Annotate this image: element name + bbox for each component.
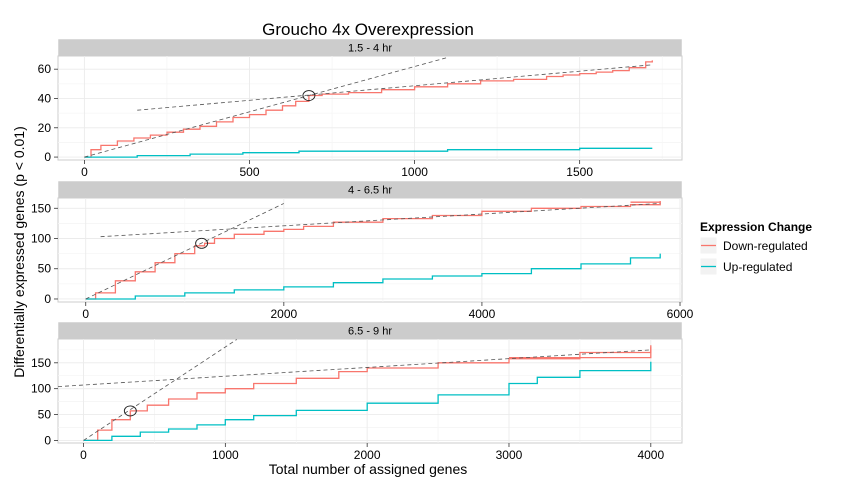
plot-background — [57, 197, 683, 303]
x-tick-label: 1500 — [566, 165, 593, 179]
series-line-up-regulated — [84, 147, 653, 158]
y-tick-label: 0 — [44, 433, 51, 447]
plot-area — [58, 339, 652, 442]
x-tick-label: 500 — [239, 165, 259, 179]
y-tick-label: 100 — [31, 382, 51, 396]
gridlines — [58, 339, 682, 443]
x-tick-label: 0 — [81, 165, 88, 179]
series-line-extra-2 — [509, 345, 652, 359]
y-axis-label: Differentially expressed genes (p < 0.01… — [11, 126, 27, 378]
series-line-up-regulated — [83, 361, 652, 442]
y-tick-label: 50 — [38, 262, 52, 276]
y-tick-label: 150 — [31, 356, 51, 370]
fit-line — [85, 203, 285, 300]
fit-line — [83, 339, 237, 441]
x-tick-label: 1000 — [401, 165, 428, 179]
facet-panel-3: 6.5 - 9 hr 0 1000 2000 3000 4000 0 50 100 150 — [31, 321, 683, 462]
fit-line — [100, 203, 661, 238]
legend-label-down: Down-regulated — [723, 239, 808, 253]
plot-background — [57, 338, 683, 444]
gridlines — [58, 56, 682, 160]
fit-line — [58, 349, 651, 388]
x-tick-label: 3000 — [496, 448, 523, 462]
x-tick-label: 4000 — [637, 448, 664, 462]
x-tick-label: 6000 — [667, 307, 694, 321]
x-tick-label: 4000 — [469, 307, 496, 321]
facet-strip-label: 6.5 - 9 hr — [348, 326, 392, 338]
x-tick-label: 2000 — [270, 307, 297, 321]
legend: Expression Change Down-regulated Up-regu… — [699, 220, 812, 276]
legend-label-up: Up-regulated — [723, 260, 792, 274]
y-tick-label: 0 — [44, 150, 51, 164]
chart-title: Groucho 4x Overexpression — [262, 20, 474, 39]
series-line-down-regulated — [85, 202, 661, 300]
x-tick-label: 1000 — [212, 448, 239, 462]
x-tick-label: 2000 — [354, 448, 381, 462]
y-tick-label: 40 — [38, 91, 52, 105]
plot-background — [57, 55, 683, 161]
breakpoint-marker — [302, 90, 316, 101]
breakpoint-marker — [123, 405, 137, 417]
x-axis-label: Total number of assigned genes — [269, 461, 467, 477]
y-tick-label: 0 — [44, 292, 51, 306]
facet-panel-2: 4 - 6.5 hr 0 2000 4000 6000 0 50 100 150 — [31, 180, 694, 321]
y-tick-label: 20 — [38, 121, 52, 135]
plot-area — [85, 201, 661, 300]
x-tick-label: 0 — [80, 448, 87, 462]
legend-title: Expression Change — [700, 220, 812, 234]
fit-line — [137, 64, 653, 111]
series-line-down-regulated — [83, 347, 652, 442]
series-line-extra-2 — [630, 201, 661, 203]
y-tick-label: 50 — [38, 408, 52, 422]
breakpoint-marker — [195, 237, 209, 249]
plot-area — [84, 57, 653, 158]
series-line-up-regulated — [85, 253, 661, 300]
y-tick-label: 60 — [38, 62, 52, 76]
facet-strip-label: 1.5 - 4 hr — [348, 43, 392, 55]
x-tick-label: 0 — [82, 307, 89, 321]
facet-panel-1: 1.5 - 4 hr 0 500 1000 1500 0 20 40 60 — [38, 38, 683, 179]
y-tick-label: 150 — [31, 201, 51, 215]
facet-strip-label: 4 - 6.5 hr — [348, 185, 392, 197]
y-tick-label: 100 — [31, 232, 51, 246]
